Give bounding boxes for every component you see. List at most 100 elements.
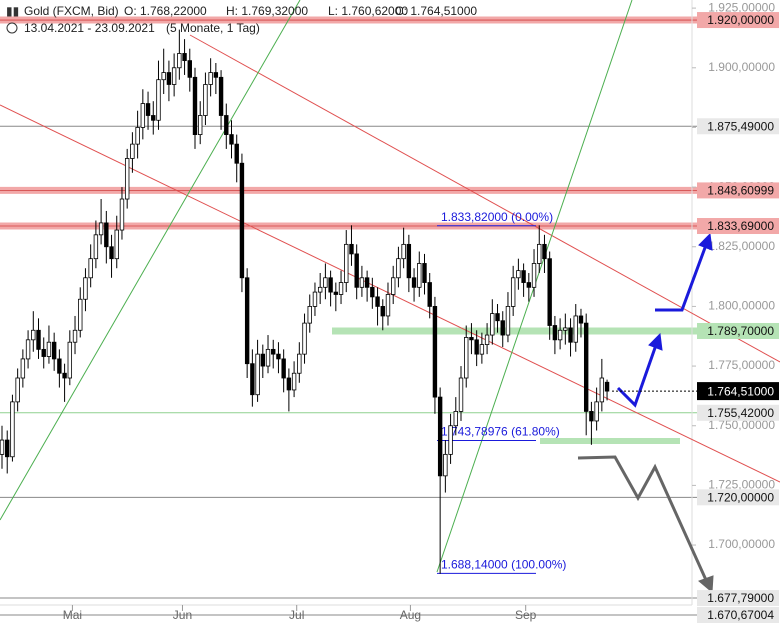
arrowhead xyxy=(698,232,713,251)
candle-body xyxy=(323,277,328,288)
level-label-box xyxy=(697,322,779,339)
candle-body xyxy=(406,243,412,279)
candle-body xyxy=(83,277,88,300)
candle-body xyxy=(443,453,448,477)
candle-body xyxy=(390,277,396,295)
candle-body xyxy=(271,348,276,355)
candle-body xyxy=(234,143,239,164)
candle-body xyxy=(291,372,297,391)
ohlc-label: C: 1.764,51000 xyxy=(395,4,477,18)
candle-body xyxy=(338,282,344,295)
level-label-box xyxy=(697,12,779,29)
candle-body xyxy=(573,315,578,343)
candle-body xyxy=(182,53,187,62)
candle-body xyxy=(151,115,156,121)
level-label-box xyxy=(697,489,779,506)
level-label: 1.875,49000 xyxy=(707,119,774,133)
candle-body xyxy=(422,263,427,283)
candle-body xyxy=(286,377,292,391)
level-label: 1.833,69000 xyxy=(707,219,774,233)
candle-body xyxy=(594,401,599,422)
header: ▮▮ Gold (FXCM, Bid) O: 1.768,22000 H: 1.… xyxy=(6,4,477,35)
candle-body xyxy=(46,341,52,357)
candle-body xyxy=(166,72,172,85)
candle-body xyxy=(604,381,610,392)
candle-body xyxy=(307,306,312,324)
arrow xyxy=(616,344,658,408)
level-label: 1.920,00000 xyxy=(707,13,774,27)
candle-body xyxy=(281,358,286,379)
candle-body xyxy=(328,277,333,293)
y-tick-label: 1.925,00000 xyxy=(708,0,775,14)
level-label: 1.670,67004 xyxy=(707,608,774,622)
candle-body xyxy=(370,286,375,298)
candle-body xyxy=(375,296,380,307)
candle-body xyxy=(464,337,469,379)
clock-icon xyxy=(6,22,18,34)
candle-body xyxy=(427,282,432,307)
candle-body xyxy=(187,60,192,78)
candle-body xyxy=(344,243,349,283)
candle-body xyxy=(317,286,323,293)
candle-layer xyxy=(0,29,610,574)
candle-body xyxy=(250,363,255,396)
y-tick-label: 1.825,00000 xyxy=(708,239,775,253)
candle-body xyxy=(10,401,15,458)
candle-body xyxy=(130,143,135,159)
candle-body xyxy=(31,329,36,341)
candle-body xyxy=(516,270,521,279)
chart-title: Gold (FXCM, Bid) xyxy=(24,4,119,18)
x-tick-label: Aug xyxy=(400,608,421,622)
candle-body xyxy=(578,315,584,324)
candle-body xyxy=(161,72,166,81)
ohlc-label: L: 1.760,62000 xyxy=(328,4,408,18)
candle-body xyxy=(67,341,73,379)
x-tick-label: Jul xyxy=(289,608,304,622)
trend-line xyxy=(0,0,301,521)
candle-body xyxy=(526,282,532,288)
level-label-box xyxy=(697,590,779,607)
candle-body xyxy=(417,263,422,288)
candle-body xyxy=(93,234,99,260)
header-icon: ▮▮ xyxy=(6,4,19,18)
arrowhead xyxy=(648,332,663,351)
candle-body xyxy=(490,313,495,336)
level-label-box xyxy=(697,606,779,623)
candle-body xyxy=(218,76,224,116)
candle-body xyxy=(557,329,563,341)
level-label: 1.720,00000 xyxy=(707,490,774,504)
y-tick-label: 1.775,00000 xyxy=(708,358,775,372)
candle-body xyxy=(495,313,500,322)
candle-body xyxy=(140,103,146,128)
candle-body xyxy=(364,277,370,288)
candle-body xyxy=(51,341,57,360)
candle-body xyxy=(521,270,526,283)
x-tick-label: Mai xyxy=(63,608,82,622)
level-label-box xyxy=(697,218,779,235)
y-tick-label: 1.900,00000 xyxy=(708,60,775,74)
candle-body xyxy=(380,306,385,317)
arrow xyxy=(655,244,708,312)
label-layer: 1.920,00000 1.875,49000 1.848,60999 1.833,6… xyxy=(612,12,779,623)
candle-body xyxy=(244,277,250,365)
level-label-box xyxy=(697,182,779,199)
candle-body xyxy=(510,277,516,307)
candle-body xyxy=(297,353,302,374)
x-tick-label: Jun xyxy=(173,608,192,622)
candle-body xyxy=(177,53,182,69)
candle-body xyxy=(114,229,119,260)
candle-body xyxy=(401,243,406,260)
candle-body xyxy=(505,306,511,336)
candle-body xyxy=(62,372,67,379)
candle-body xyxy=(15,377,20,403)
candle-body xyxy=(36,329,41,350)
candle-body xyxy=(135,127,140,145)
last-price-label: 1.764,51000 xyxy=(707,384,774,398)
candle-body xyxy=(224,115,229,135)
candle-body xyxy=(453,411,458,427)
candle-body xyxy=(448,425,453,455)
fib-label: 1.833,82000 (0.00%) xyxy=(441,210,553,224)
candle-body xyxy=(484,334,490,345)
candle-body xyxy=(599,377,605,403)
